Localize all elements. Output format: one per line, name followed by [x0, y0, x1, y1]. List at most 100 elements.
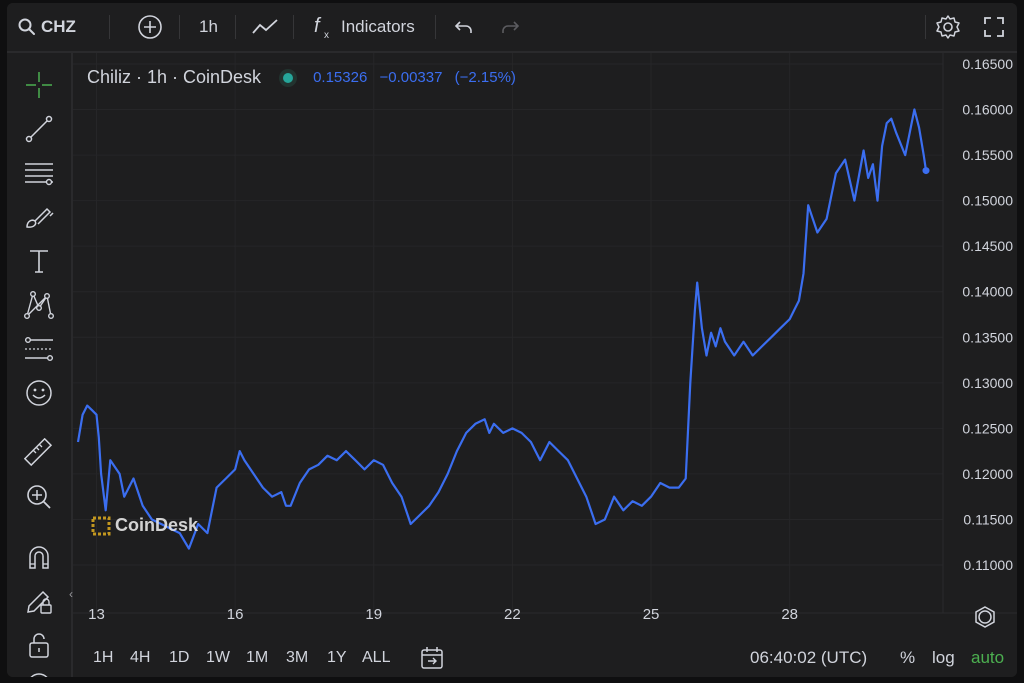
settings-button[interactable] — [935, 3, 961, 51]
y-tick-label: 0.15500 — [962, 147, 1013, 163]
redo-button[interactable] — [499, 3, 521, 51]
drawing-toolbar — [7, 53, 73, 677]
x-tick-label: 16 — [227, 606, 244, 623]
symbol-search[interactable]: CHZ — [17, 3, 76, 51]
price-series-line — [76, 108, 928, 550]
plus-circle-icon — [138, 15, 162, 39]
y-tick-label: 0.12000 — [962, 466, 1013, 482]
text-tool[interactable] — [23, 245, 55, 277]
pattern-tool[interactable] — [23, 289, 55, 321]
pencil-lock-icon — [27, 590, 52, 614]
indicators-label: Indicators — [341, 17, 415, 36]
range-button-1d[interactable]: 1D — [169, 649, 190, 666]
text-icon — [30, 250, 48, 273]
date-range-button[interactable] — [419, 645, 445, 676]
percent-scale-toggle[interactable]: % — [900, 648, 916, 667]
y-tick-label: 0.11000 — [963, 557, 1013, 573]
coindesk-logo-icon — [91, 516, 111, 535]
undo-button[interactable] — [453, 3, 475, 51]
clock-time[interactable]: 06:40:02 (UTC) — [750, 648, 868, 667]
unlock-tool[interactable] — [23, 629, 55, 661]
more-tools-icon[interactable] — [23, 669, 55, 677]
fullscreen-icon — [984, 17, 1004, 37]
top-toolbar: CHZ 1h f x Indicators — [7, 3, 1017, 53]
zoom-tool[interactable] — [23, 481, 55, 513]
divider — [293, 15, 294, 39]
function-icon: f x — [314, 15, 329, 40]
svg-text:x: x — [324, 30, 329, 40]
x-tick-label: 22 — [504, 606, 521, 623]
y-tick-label: 0.12500 — [962, 420, 1013, 436]
chart-type-button[interactable] — [251, 3, 279, 51]
fullscreen-button[interactable] — [983, 3, 1005, 51]
y-tick-label: 0.14500 — [962, 238, 1013, 254]
trend-line-icon — [25, 115, 53, 143]
legend-values: 0.15326 −0.00337 (−2.15%) — [313, 69, 524, 86]
y-tick-label: 0.13000 — [962, 375, 1013, 391]
undo-icon — [454, 21, 472, 33]
indicators-button[interactable]: f x Indicators — [311, 3, 415, 51]
horizontal-lines-tool[interactable] — [23, 157, 55, 189]
brush-icon — [26, 207, 54, 228]
crosshair-icon — [26, 72, 52, 98]
legend-change-pct: (−2.15%) — [454, 69, 516, 86]
ruler-icon — [24, 438, 53, 467]
redo-icon — [502, 21, 520, 33]
axis-settings-hex — [975, 606, 995, 628]
chart-pane[interactable]: 0.11000 0.11500 0.12000 0.12500 0.13000 0.135… — [69, 53, 1017, 677]
range-button-1y[interactable]: 1Y — [327, 649, 347, 666]
price-chart[interactable]: 0.11000 0.11500 0.12000 0.12500 0.13000 0.135… — [73, 53, 1017, 677]
prediction-tool[interactable] — [23, 333, 55, 365]
watermark: CoinDesk — [91, 515, 198, 536]
crosshair-tool[interactable] — [23, 69, 55, 101]
smiley-icon — [26, 380, 52, 406]
horizontal-lines-icon — [25, 163, 53, 186]
svg-text:f: f — [314, 15, 322, 37]
magnet-icon — [29, 546, 49, 569]
divider — [179, 15, 180, 39]
emoji-tool[interactable] — [23, 377, 55, 409]
x-tick-label: 25 — [643, 606, 660, 623]
trend-line-tool[interactable] — [23, 113, 55, 145]
range-button-1h[interactable]: 1H — [93, 649, 114, 666]
y-tick-label: 0.15000 — [962, 193, 1013, 209]
y-tick-label: 0.14000 — [962, 284, 1013, 300]
y-tick-label: 0.13500 — [962, 329, 1013, 345]
unlock-icon — [29, 633, 49, 658]
chart-app: CHZ 1h f x Indicators — [7, 3, 1017, 677]
collapse-toolbar-arrow[interactable]: ‹ — [69, 587, 73, 601]
zoom-in-icon — [27, 485, 51, 509]
log-scale-toggle[interactable]: log — [932, 648, 955, 667]
divider — [435, 15, 436, 39]
last-price-point — [922, 167, 930, 175]
range-button-all[interactable]: ALL — [362, 649, 391, 666]
legend-change: −0.00337 — [379, 69, 443, 86]
range-button-4h[interactable]: 4H — [130, 649, 151, 666]
x-tick-label: 13 — [88, 606, 105, 623]
y-tick-label: 0.16500 — [962, 56, 1013, 72]
calendar-icon — [421, 647, 443, 669]
brush-tool[interactable] — [23, 201, 55, 233]
lock-drawings-tool[interactable] — [23, 585, 55, 617]
magnet-tool[interactable] — [23, 541, 55, 573]
search-icon — [18, 18, 35, 35]
gear-icon — [936, 15, 960, 39]
interval-button[interactable]: 1h — [199, 3, 218, 51]
y-tick-label: 0.11500 — [963, 511, 1013, 527]
range-button-1m[interactable]: 1M — [246, 649, 269, 666]
legend-price: 0.15326 — [313, 69, 368, 86]
divider — [925, 15, 926, 39]
legend-title: Chiliz · 1h · CoinDesk — [87, 67, 262, 87]
measure-tool[interactable] — [23, 437, 55, 469]
x-tick-label: 19 — [365, 606, 382, 623]
line-chart-icon — [252, 19, 278, 34]
chart-legend: Chiliz · 1h · CoinDesk 0.15326 −0.00337 … — [87, 67, 524, 88]
x-tick-label: 28 — [781, 606, 798, 623]
range-button-1w[interactable]: 1W — [206, 649, 230, 666]
range-button-3m[interactable]: 3M — [286, 649, 309, 666]
divider — [109, 15, 110, 39]
auto-scale-toggle[interactable]: auto — [971, 648, 1005, 667]
axis-settings-icon[interactable] — [978, 610, 992, 624]
compare-button[interactable] — [137, 3, 163, 51]
symbol-label: CHZ — [41, 17, 76, 36]
